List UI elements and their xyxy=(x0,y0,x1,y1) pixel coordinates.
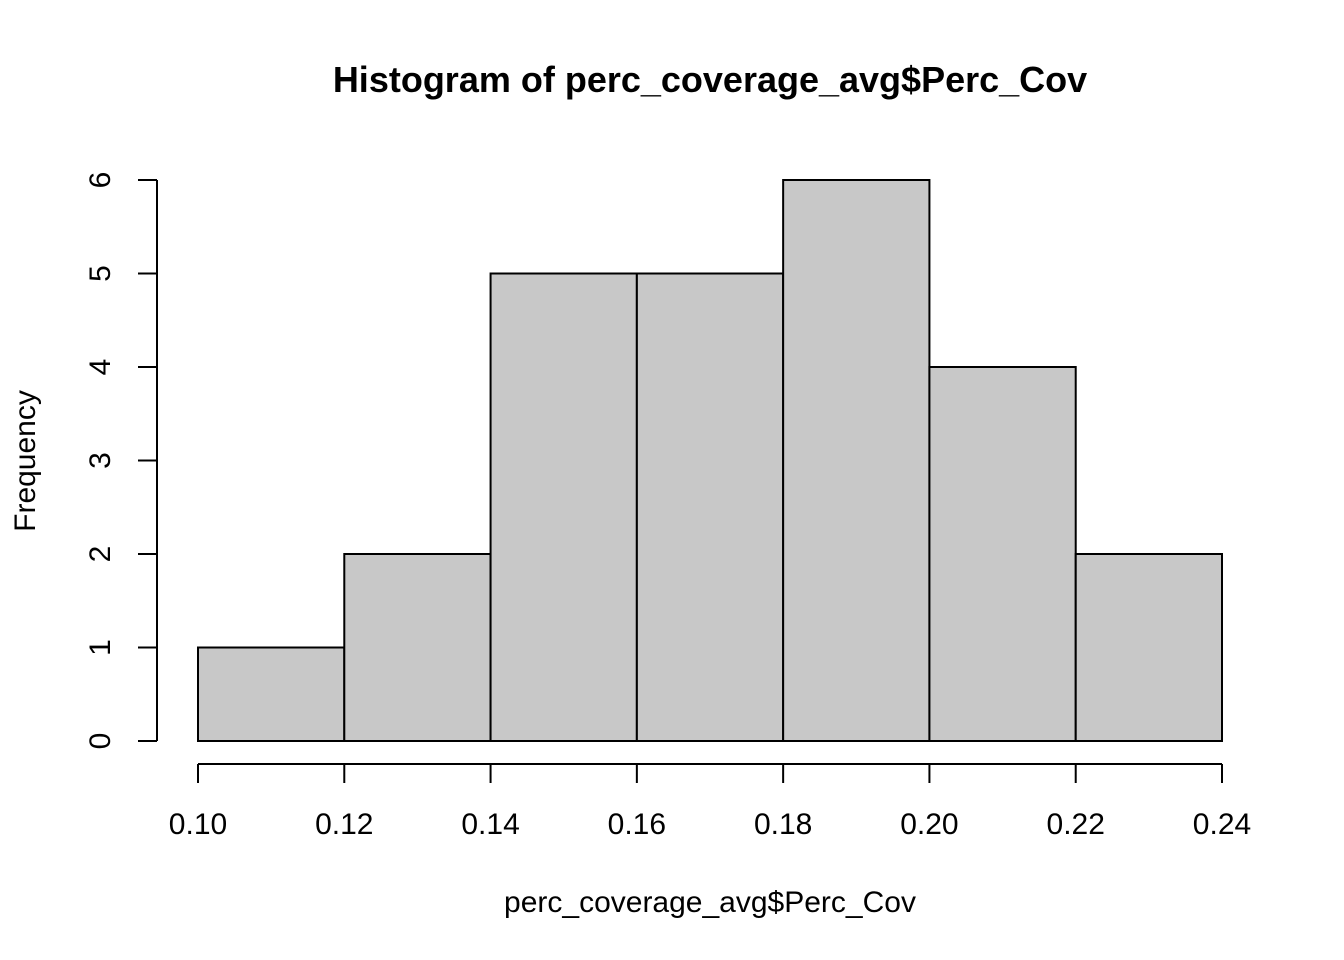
x-tick-label: 0.24 xyxy=(1193,808,1251,841)
histogram-bar xyxy=(782,179,931,742)
x-tick-label: 0.18 xyxy=(754,808,812,841)
y-axis-label: Frequency xyxy=(9,390,42,532)
histogram-bar xyxy=(635,272,785,742)
x-tick-label: 0.14 xyxy=(461,808,519,841)
y-axis: 0 1 2 3 4 5 6 xyxy=(84,172,158,750)
x-tick-label: 0.16 xyxy=(608,808,666,841)
y-tick-label: 0 xyxy=(84,733,117,750)
x-tick-label: 0.20 xyxy=(900,808,958,841)
y-tick-label: 5 xyxy=(84,265,117,282)
x-tick-label: 0.12 xyxy=(315,808,373,841)
y-tick-label: 2 xyxy=(84,546,117,563)
y-tick-label: 3 xyxy=(84,452,117,469)
bars-group xyxy=(197,179,1223,742)
y-tick-label: 4 xyxy=(84,359,117,376)
x-axis: 0.10 0.12 0.14 0.16 0.18 0.20 0.22 0.24 xyxy=(169,763,1251,841)
x-tick-label: 0.10 xyxy=(169,808,227,841)
histogram-bar xyxy=(343,553,492,742)
histogram-bar xyxy=(197,646,346,742)
y-tick-label: 1 xyxy=(84,639,117,656)
y-tick-label: 6 xyxy=(84,172,117,189)
x-tick-label: 0.22 xyxy=(1047,808,1105,841)
chart-title: Histogram of perc_coverage_avg$Perc_Cov xyxy=(333,59,1087,100)
x-axis-label: perc_coverage_avg$Perc_Cov xyxy=(504,886,916,919)
histogram-bar xyxy=(1074,553,1223,742)
histogram-bar xyxy=(489,272,638,742)
histogram-bar xyxy=(928,366,1077,742)
